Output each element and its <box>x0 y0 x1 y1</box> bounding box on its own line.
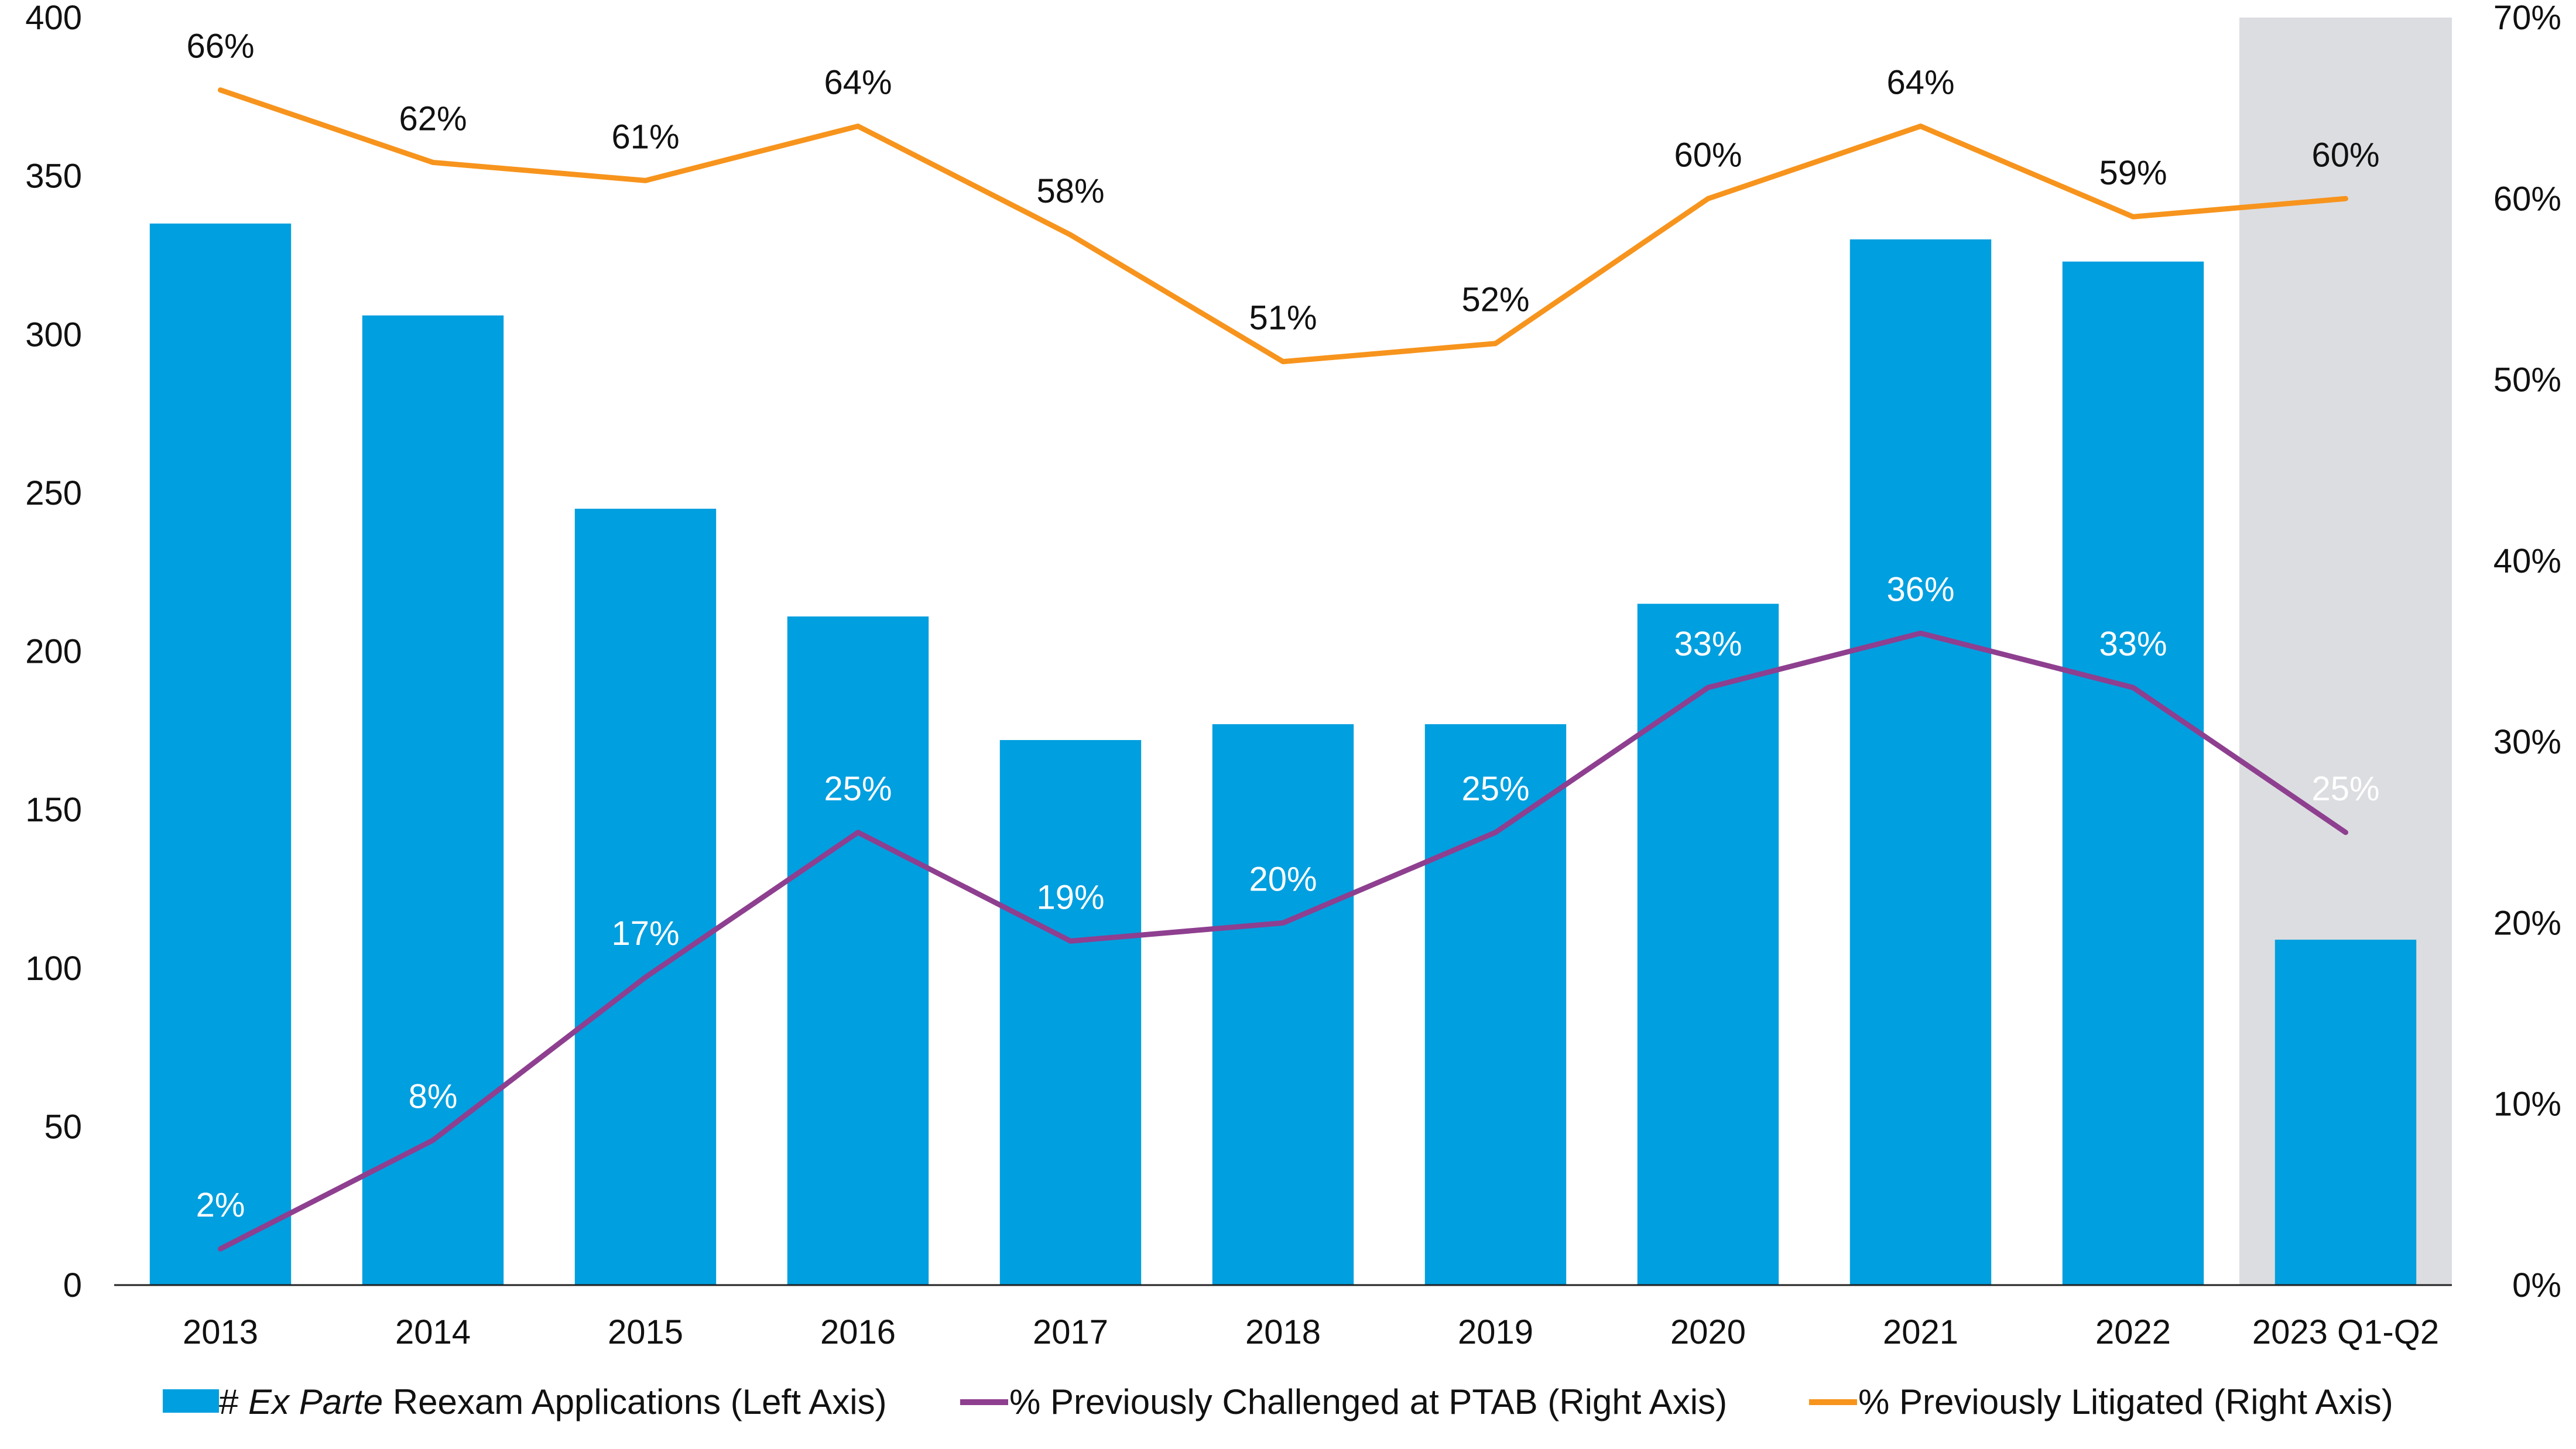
y-left-tick-label: 300 <box>25 316 82 354</box>
litigated-data-label: 61% <box>611 118 679 156</box>
ptab-data-label: 25% <box>824 770 892 808</box>
bar-2015 <box>575 509 716 1285</box>
y-left-tick-label: 350 <box>25 157 82 196</box>
bar-2018 <box>1212 724 1354 1285</box>
bar-2017 <box>1000 740 1141 1285</box>
x-tick-label: 2015 <box>608 1313 683 1351</box>
litigated-data-label: 60% <box>1674 136 1742 174</box>
bar-2019 <box>1425 724 1566 1285</box>
bar-2021 <box>1850 239 1991 1285</box>
bar-2020 <box>1638 604 1779 1285</box>
ptab-data-label: 25% <box>2311 770 2379 808</box>
ptab-data-label: 36% <box>1886 571 1954 609</box>
bar-2016 <box>787 616 929 1285</box>
ptab-data-label: 20% <box>1249 860 1317 898</box>
ptab-data-label: 17% <box>611 914 679 953</box>
litigated-data-label: 59% <box>2099 154 2167 192</box>
legend-litigated-label: % Previously Litigated (Right Axis) <box>1858 1382 2393 1421</box>
x-tick-label: 2020 <box>1670 1313 1746 1351</box>
x-tick-label: 2017 <box>1033 1313 1108 1351</box>
y-left-tick-label: 250 <box>25 474 82 512</box>
ptab-data-label: 25% <box>1461 770 1529 808</box>
combo-chart: 0 50 100 150 200 250 300 350 400 0% 10% 20% 30% 40% 50… <box>0 0 2576 1449</box>
y-right-tick-label: 30% <box>2493 723 2561 761</box>
x-tick-label: 2018 <box>1245 1313 1321 1351</box>
legend-ptab-label: % Previously Challenged at PTAB (Right A… <box>1009 1382 1727 1421</box>
y-right-tick-label: 20% <box>2493 904 2561 942</box>
litigated-data-label: 64% <box>1886 64 1954 102</box>
y-right-tick-label: 70% <box>2493 0 2561 37</box>
litigated-data-label: 62% <box>399 100 467 138</box>
litigated-data-label: 52% <box>1461 281 1529 319</box>
y-left-tick-label: 150 <box>25 791 82 829</box>
x-tick-label: 2023 Q1-Q2 <box>2252 1313 2439 1351</box>
litigated-data-label: 51% <box>1249 299 1317 337</box>
x-tick-label: 2019 <box>1458 1313 1533 1351</box>
y-right-tick-label: 40% <box>2493 542 2561 580</box>
y-right-tick-label: 10% <box>2493 1085 2561 1123</box>
y-left-tick-label: 0 <box>63 1266 82 1304</box>
ptab-data-label: 8% <box>409 1078 458 1116</box>
litigated-data-label: 60% <box>2311 136 2379 174</box>
x-tick-label: 2014 <box>395 1313 471 1351</box>
ptab-data-label: 19% <box>1036 878 1104 916</box>
x-tick-label: 2021 <box>1883 1313 1958 1351</box>
litigated-data-label: 58% <box>1036 172 1104 210</box>
y-left-tick-label: 100 <box>25 950 82 988</box>
y-left-tick-label: 400 <box>25 0 82 37</box>
ptab-data-label: 2% <box>196 1186 245 1224</box>
y-left-tick-label: 50 <box>44 1108 82 1146</box>
y-left-tick-label: 200 <box>25 633 82 671</box>
x-tick-label: 2016 <box>820 1313 896 1351</box>
y-right-tick-label: 60% <box>2493 180 2561 218</box>
x-tick-label: 2022 <box>2095 1313 2171 1351</box>
bar-2013 <box>150 224 291 1285</box>
y-right-tick-label: 0% <box>2512 1266 2561 1304</box>
x-tick-label: 2013 <box>183 1313 258 1351</box>
bar-2022 <box>2063 262 2204 1285</box>
bar-2023-q1-q2 <box>2275 940 2416 1285</box>
ptab-data-label: 33% <box>2099 625 2167 663</box>
legend-bar-swatch <box>163 1389 219 1413</box>
ptab-data-label: 33% <box>1674 625 1742 663</box>
y-right-tick-label: 50% <box>2493 361 2561 399</box>
litigated-data-label: 64% <box>824 64 892 102</box>
legend-bar-label: # Ex Parte Reexam Applications (Left Axi… <box>219 1382 887 1421</box>
litigated-data-label: 66% <box>186 28 254 66</box>
